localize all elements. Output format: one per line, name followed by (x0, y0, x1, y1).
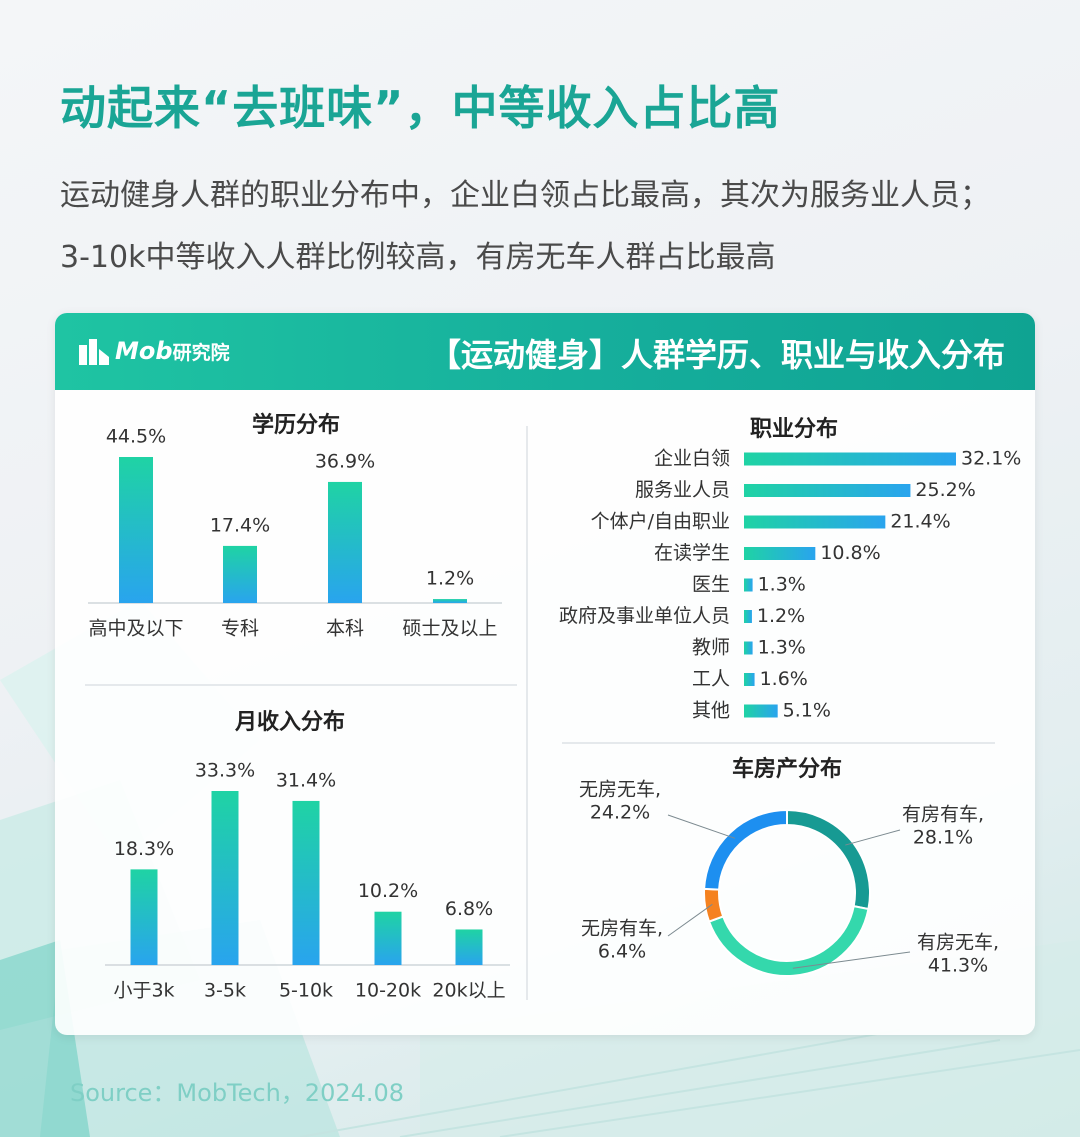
donut-leader-line (845, 829, 901, 846)
occupation-category-label: 企业白领 (654, 448, 730, 470)
donut-value-label: 6.4% (598, 941, 646, 963)
edu-value-label: 1.2% (426, 568, 474, 590)
edu-bar (328, 481, 362, 603)
occupation-category-label: 其他 (692, 700, 730, 722)
income-bar (455, 929, 483, 965)
edu-category-label: 高中及以下 (88, 618, 183, 640)
income-value-label: 10.2% (358, 880, 418, 902)
occupation-bar (744, 578, 753, 592)
occupation-bar (744, 704, 778, 718)
occupation-bar (744, 610, 752, 623)
occupation-category-label: 教师 (692, 637, 730, 659)
subtitle-line-2: 3-10k中等收入人群比例较高，有房无车人群占比最高 (60, 240, 776, 275)
donut-slice (703, 887, 725, 923)
occupation-category-label: 个体户/自由职业 (591, 511, 730, 533)
occupation-value-label: 5.1% (783, 700, 831, 722)
income-bar (130, 869, 158, 965)
income-value-label: 6.8% (445, 898, 493, 920)
occupation-value-label: 1.2% (757, 605, 805, 627)
edu-category-label: 专科 (221, 618, 259, 640)
income-category-label: 小于3k (113, 980, 174, 1002)
income-value-label: 31.4% (276, 769, 336, 791)
donut-slice (786, 808, 871, 911)
occupation-bar (744, 547, 816, 560)
edu-bar (119, 457, 153, 603)
occupation-category-label: 医生 (692, 574, 730, 596)
occupation-category-label: 工人 (692, 668, 730, 690)
occupation-value-label: 1.6% (760, 668, 808, 690)
occupation-value-label: 21.4% (890, 511, 950, 533)
income-category-label: 3-5k (204, 980, 246, 1002)
donut-value-label: 41.3% (928, 955, 988, 977)
logo-text-cn: 研究院 (172, 341, 230, 364)
edu-value-label: 17.4% (210, 514, 270, 536)
donut-value-label: 28.1% (913, 827, 973, 849)
mob-logo-icon (77, 335, 111, 367)
donut-category-label: 无房无车, (579, 779, 661, 801)
edu-category-label: 本科 (326, 618, 364, 640)
donut-slice (703, 808, 788, 891)
income-title: 月收入分布 (234, 709, 345, 735)
income-category-label: 10-20k (355, 980, 421, 1002)
occupation-category-label: 服务业人员 (635, 479, 730, 501)
edu-title: 学历分布 (252, 412, 340, 438)
donut-leader-line (667, 903, 713, 937)
edu-value-label: 36.9% (315, 450, 375, 472)
edu-value-label: 44.5% (106, 426, 166, 448)
donut-value-label: 24.2% (590, 802, 650, 824)
occupation-bar (744, 484, 911, 497)
occupation-value-label: 1.3% (758, 637, 806, 659)
occupation-value-label: 25.2% (915, 479, 975, 501)
page-title: 动起来“去班味”，中等收入占比高 (60, 81, 781, 135)
occupation-bar (744, 515, 886, 529)
mob-logo: Mob 研究院 (77, 331, 230, 371)
income-category-label: 5-10k (279, 980, 333, 1002)
occupation-bar (744, 452, 956, 466)
income-value-label: 18.3% (114, 838, 174, 860)
occupation-category-label: 在读学生 (654, 542, 730, 564)
occupation-bar (744, 673, 755, 686)
donut-category-label: 有房有车, (902, 804, 984, 826)
donut-leader-line (792, 951, 911, 969)
donut-leader-line (667, 814, 736, 839)
income-value-label: 33.3% (195, 760, 255, 782)
occupation-bar (744, 641, 753, 655)
donut-category-label: 有房无车, (917, 932, 999, 954)
card-header-title: 【运动健身】人群学历、职业与收入分布 (428, 336, 1005, 374)
occupation-value-label: 32.1% (961, 448, 1021, 470)
donut-category-label: 无房有车, (581, 918, 663, 940)
logo-text: Mob (115, 337, 173, 365)
occupation-title: 职业分布 (750, 416, 838, 442)
car-house-title: 车房产分布 (732, 756, 842, 782)
source-note: Source：MobTech，2024.08 (70, 1079, 405, 1107)
donut-slice (707, 904, 870, 977)
occupation-value-label: 1.3% (758, 574, 806, 596)
income-bar (292, 800, 320, 965)
occupation-value-label: 10.8% (820, 542, 880, 564)
subtitle-line-1: 运动健身人群的职业分布中，企业白领占比最高，其次为服务业人员； (60, 178, 990, 213)
card-header: Mob 研究院 【运动健身】人群学历、职业与收入分布 (55, 313, 1035, 390)
income-bar (374, 911, 402, 965)
occupation-category-label: 政府及事业单位人员 (559, 605, 730, 627)
edu-category-label: 硕士及以上 (402, 618, 497, 640)
income-bar (211, 791, 239, 965)
edu-bar (223, 545, 257, 603)
income-category-label: 20k以上 (432, 980, 505, 1002)
edu-bar (433, 599, 467, 603)
